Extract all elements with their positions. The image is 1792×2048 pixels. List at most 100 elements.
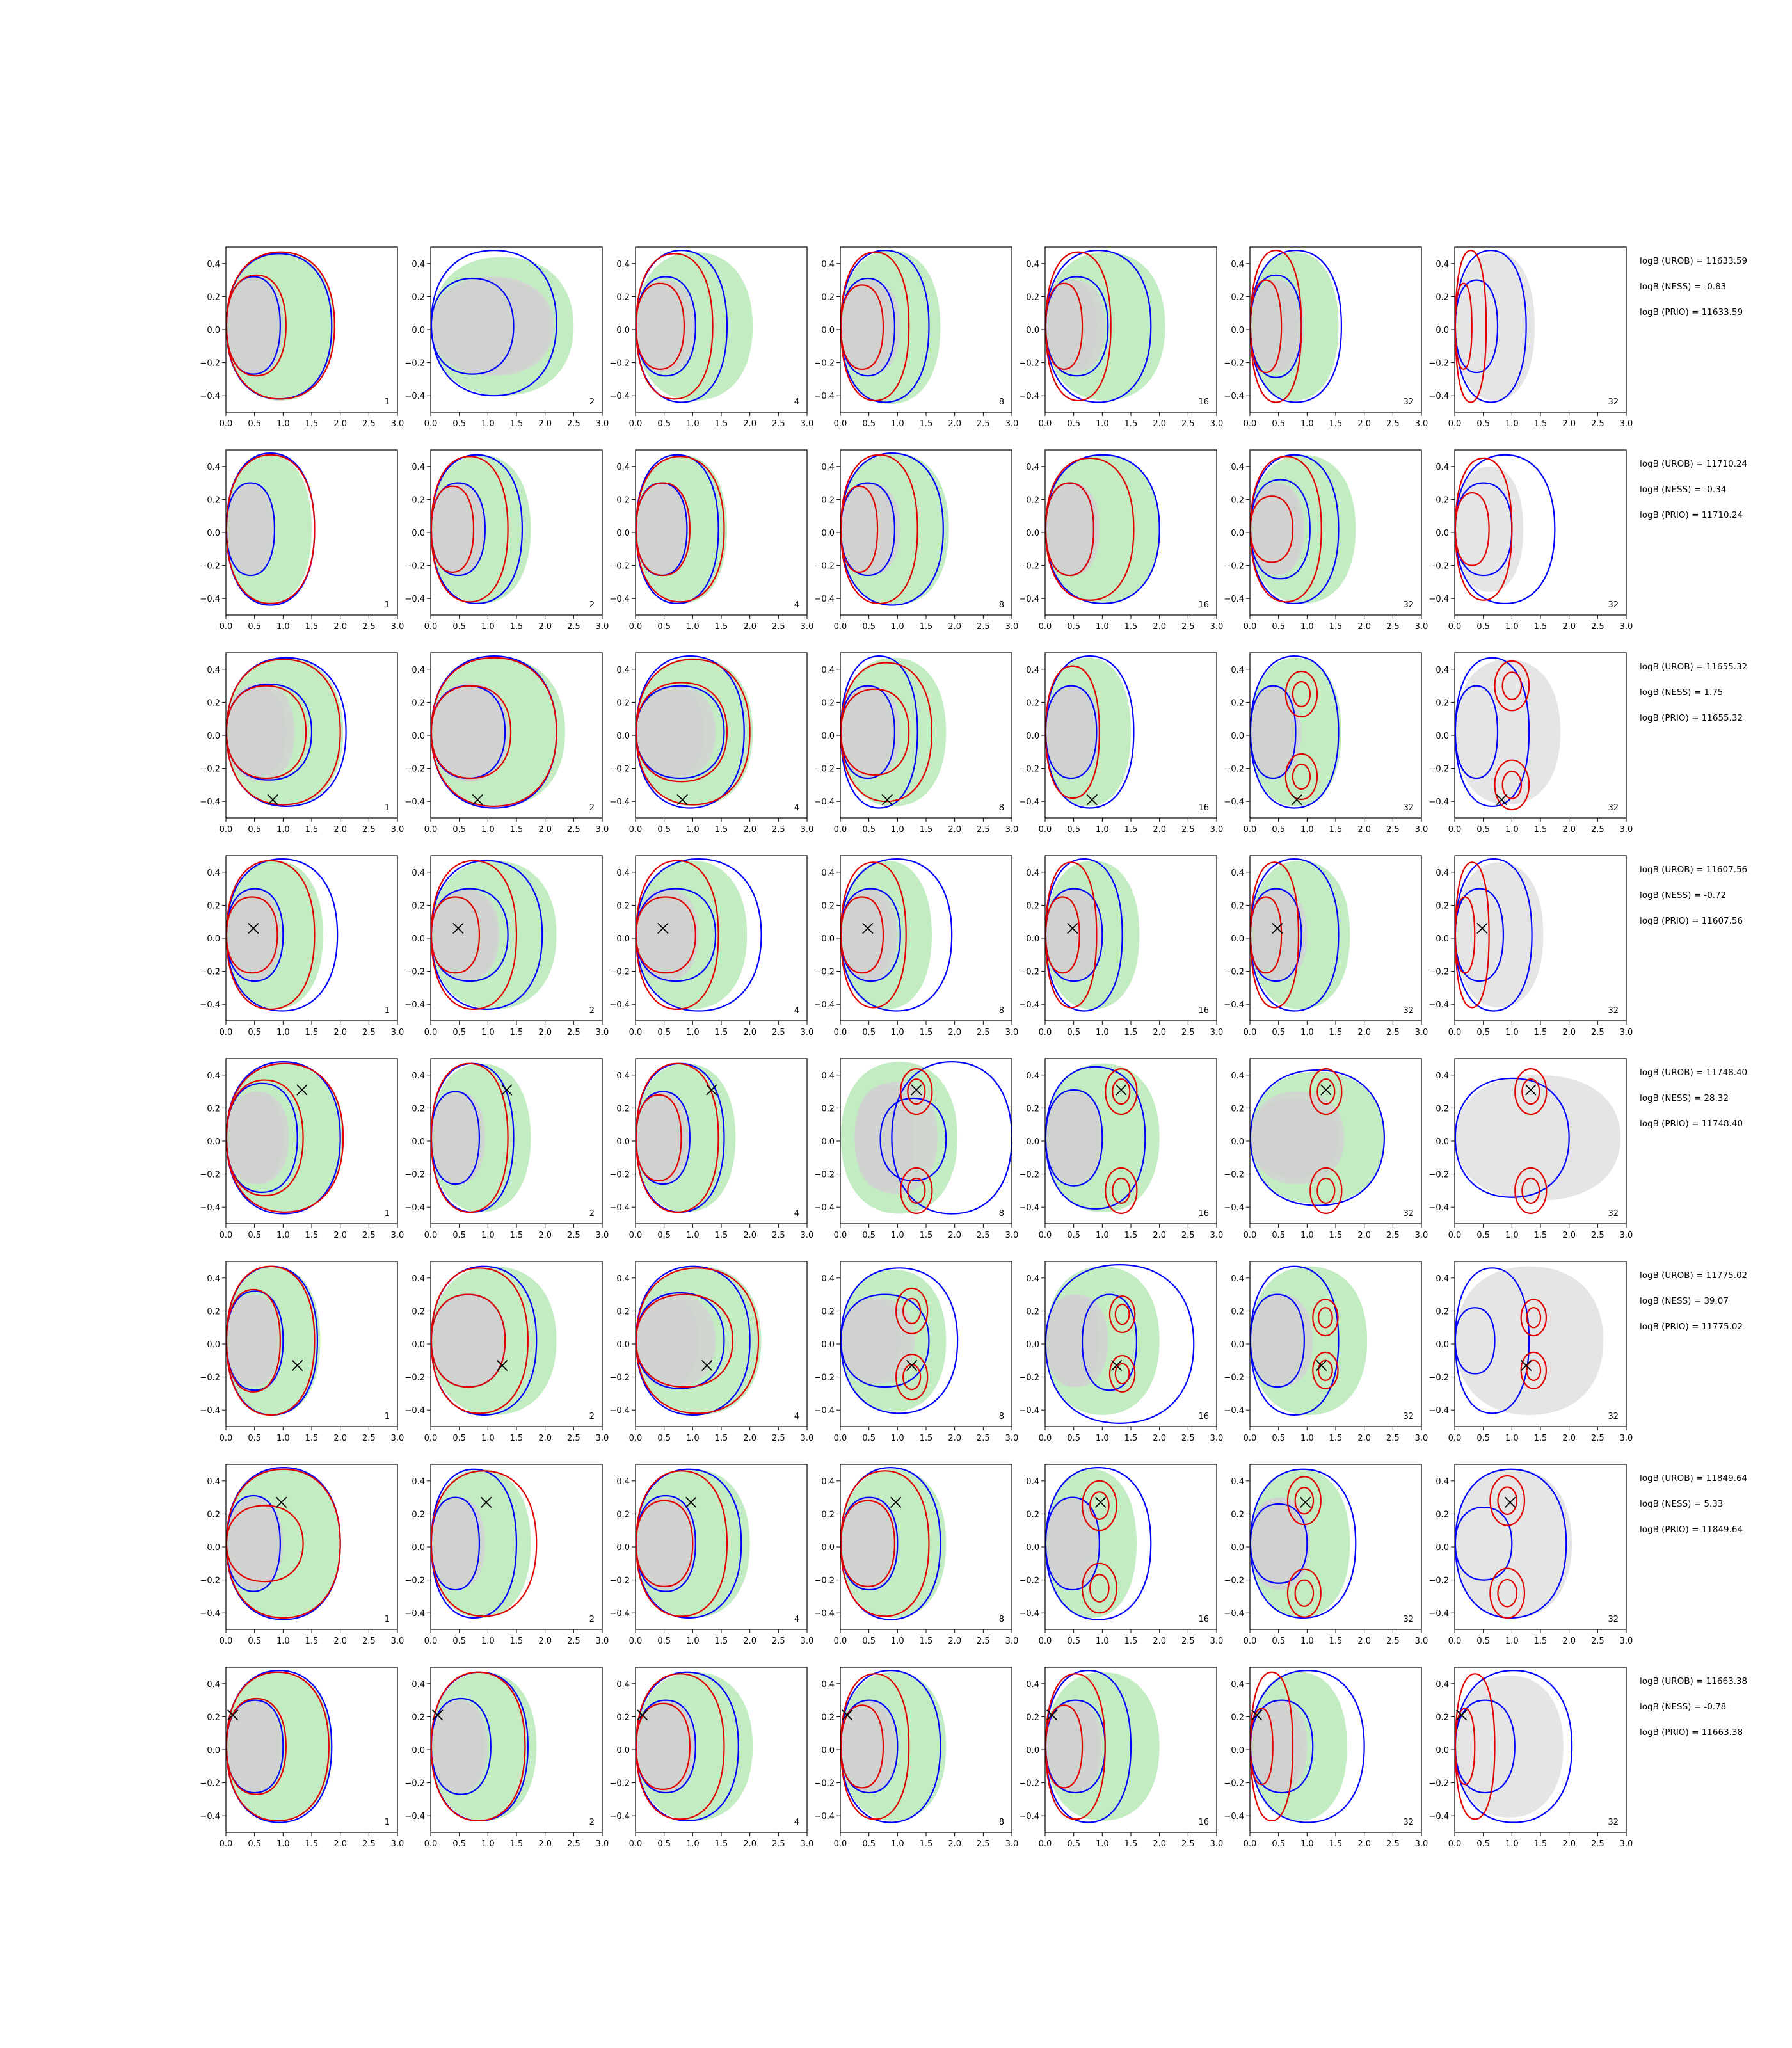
y-tick-label: 0.4 (1026, 260, 1039, 269)
panel: 0.0 0.5 1.0 1.5 2.0 2.5 3.0 0.4 0.2 0.0 −0.2 −0.4 16 (1019, 1261, 1223, 1443)
blue-contour (840, 1699, 899, 1794)
y-tick-label: 0.4 (1026, 666, 1039, 675)
panel: 0.0 0.5 1.0 1.5 2.0 2.5 3.0 0.4 0.2 0.0 −0.2 −0.4 2 (404, 1261, 609, 1443)
y-tick-label: 0.0 (821, 326, 835, 335)
x-tick-label: 2.0 (333, 1839, 347, 1849)
x-tick-label: 2.0 (1562, 1231, 1576, 1240)
y-tick-label: −0.4 (1428, 595, 1449, 604)
x-tick-label: 0.0 (1448, 1231, 1462, 1240)
blue-contour (1250, 1069, 1386, 1206)
red-contour (1081, 1562, 1117, 1614)
gray-region (431, 483, 485, 576)
x-tick-label: 0.0 (220, 1839, 233, 1849)
x-tick-label: 3.0 (801, 419, 814, 429)
x-tick-label: 2.0 (948, 1434, 961, 1443)
blue-contour (1455, 454, 1556, 605)
red-contour (1112, 1177, 1131, 1204)
blue-contour (226, 482, 276, 577)
blue-contour (1455, 858, 1533, 1012)
x-tick-label: 2.0 (743, 1231, 756, 1240)
y-tick-label: 0.4 (412, 1274, 425, 1284)
y-tick-label: −0.4 (200, 1812, 220, 1821)
y-tick-label: 0.4 (616, 1477, 630, 1487)
red-contour (226, 274, 287, 377)
panel-number-label: 2 (589, 397, 595, 407)
x-tick-label: 2.5 (1181, 1839, 1195, 1849)
blue-contour (1045, 655, 1135, 809)
panel: 0.0 0.5 1.0 1.5 2.0 2.5 3.0 0.4 0.2 0.0 −0.2 −0.4 1 (200, 652, 404, 835)
x-tick-label: 1.0 (276, 1636, 290, 1646)
red-contour (226, 251, 335, 400)
y-tick-label: 0.0 (1436, 732, 1449, 741)
red-contour (431, 657, 557, 808)
x-tick-label: 0.0 (834, 622, 847, 632)
blue-contour (1455, 1699, 1516, 1794)
y-tick-label: −0.2 (1428, 1576, 1449, 1586)
x-tick-label: 0.5 (452, 1636, 466, 1646)
logb-text: logB (UROB) = 11663.38 (1640, 1676, 1747, 1686)
truth-marker (1320, 1084, 1332, 1096)
x-tick-label: 1.0 (1300, 1434, 1314, 1443)
x-tick-label: 1.0 (1300, 419, 1314, 429)
x-tick-label: 1.0 (891, 622, 904, 632)
x-tick-label: 2.5 (1591, 419, 1604, 429)
blue-contour (636, 888, 717, 982)
y-tick-label: 0.0 (1231, 529, 1244, 538)
x-tick-label: 3.0 (1620, 1028, 1633, 1037)
x-tick-label: 0.5 (1272, 825, 1285, 835)
blue-contour (1250, 655, 1340, 809)
y-tick-label: 0.2 (616, 1307, 630, 1316)
y-tick-label: −0.4 (1428, 1000, 1449, 1010)
gray-region (226, 1700, 280, 1793)
x-tick-label: 2.5 (977, 622, 990, 632)
panel-number-label: 32 (1403, 1412, 1414, 1421)
red-contour (1514, 1068, 1548, 1116)
x-tick-label: 0.5 (248, 1839, 261, 1849)
gray-region (431, 1294, 506, 1388)
x-tick-label: 2.0 (948, 622, 961, 632)
x-tick-label: 1.0 (1096, 1028, 1109, 1037)
red-contour (1250, 861, 1300, 1009)
red-contour (1494, 759, 1530, 811)
x-tick-label: 2.0 (743, 419, 756, 429)
x-tick-label: 2.0 (1562, 1636, 1576, 1646)
x-tick-label: 2.5 (1386, 1636, 1400, 1646)
x-tick-label: 0.0 (424, 825, 438, 835)
y-tick-label: 0.2 (821, 698, 835, 708)
x-tick-label: 1.0 (276, 1231, 290, 1240)
red-contour (636, 1470, 728, 1617)
panel: 0.0 0.5 1.0 1.5 2.0 2.5 3.0 0.4 0.2 0.0 −0.2 −0.4 4 (609, 1667, 813, 1849)
y-tick-label: −0.2 (404, 359, 425, 369)
red-contour (636, 253, 714, 400)
panel-number-label: 16 (1198, 397, 1209, 407)
y-tick-label: −0.2 (1224, 765, 1244, 774)
y-tick-label: 0.0 (1436, 326, 1449, 335)
panel: 0.0 0.5 1.0 1.5 2.0 2.5 3.0 0.4 0.2 0.0 −0.2 −0.4 16 (1019, 449, 1223, 632)
x-tick-label: 3.0 (1210, 1636, 1224, 1646)
y-tick-label: 0.4 (821, 666, 835, 675)
logb-text: logB (UROB) = 11775.02 (1640, 1270, 1747, 1281)
red-contour (900, 1167, 933, 1214)
gray-region (1455, 862, 1544, 1008)
y-tick-label: 0.4 (1231, 666, 1244, 675)
x-tick-label: 1.5 (920, 1636, 933, 1646)
x-tick-label: 1.5 (715, 1028, 728, 1037)
y-tick-label: −0.4 (814, 1812, 835, 1821)
x-tick-label: 0.5 (248, 419, 261, 429)
y-tick-label: 0.0 (1231, 1340, 1244, 1350)
y-tick-label: −0.4 (1019, 1000, 1039, 1010)
y-tick-label: 0.2 (1231, 495, 1244, 505)
x-tick-label: 2.0 (948, 1028, 961, 1037)
x-tick-label: 1.0 (1505, 419, 1519, 429)
logb-text: logB (PRIO) = 11710.24 (1640, 510, 1743, 520)
truth-marker (701, 1359, 713, 1372)
gray-region (1455, 1075, 1621, 1201)
y-tick-label: 0.2 (412, 1510, 425, 1519)
x-tick-label: 0.5 (862, 1839, 876, 1849)
red-contour (1309, 1167, 1343, 1214)
panel: 0.0 0.5 1.0 1.5 2.0 2.5 3.0 0.4 0.2 0.0 −0.2 −0.4 8 (814, 1667, 1018, 1849)
x-tick-label: 2.5 (772, 1231, 785, 1240)
blue-contour (840, 858, 953, 1012)
gray-region (1250, 1497, 1304, 1590)
red-contour (1494, 660, 1530, 712)
